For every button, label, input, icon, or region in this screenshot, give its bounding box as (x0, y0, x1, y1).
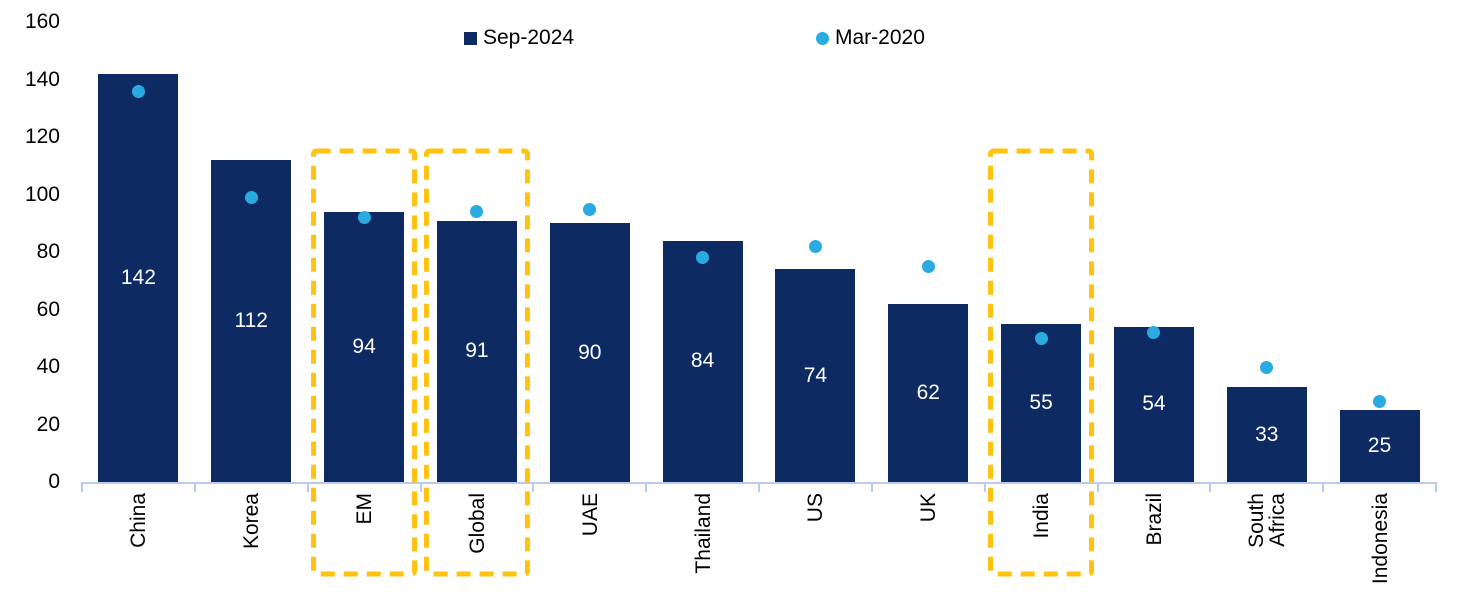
x-axis-category-text: Korea (239, 493, 263, 550)
x-axis-category-text: Brazil (1142, 493, 1166, 546)
x-axis-tick (1209, 482, 1212, 492)
x-axis-category-label: South Africa (1244, 493, 1289, 610)
x-axis-category-label: China (118, 493, 158, 610)
x-axis-category-text: UAE (578, 493, 602, 537)
y-axis-tick-label: 80 (36, 240, 60, 264)
legend-label-mar-2020: Mar-2020 (835, 26, 925, 49)
x-axis-tick (532, 482, 535, 492)
bar-uk (888, 303, 969, 482)
bar-china (98, 74, 179, 482)
x-axis-category-label: EM (344, 493, 384, 610)
bar-value-label: 74 (803, 363, 828, 387)
mar-2020-dot (921, 260, 935, 274)
bar-value-label: 33 (1255, 422, 1279, 446)
x-axis-tick (419, 482, 422, 492)
bar-uae (549, 223, 630, 482)
bar-us (775, 269, 856, 482)
sep-2024-square-icon (464, 31, 477, 45)
bar-indonesia (1339, 410, 1420, 482)
bar-value-label: 142 (120, 266, 156, 289)
bar-value-label: 84 (690, 349, 715, 373)
mar-2020-dot (1373, 395, 1387, 409)
x-axis-category-text: India (1029, 493, 1053, 539)
bar-value-label: 94 (352, 334, 376, 358)
bar-value-label: 112 (234, 309, 268, 333)
y-axis-tick-label: 40 (36, 355, 60, 379)
bar-value-label: 54 (1142, 392, 1166, 416)
bar-value-label: 25 (1367, 434, 1392, 458)
y-axis-tick-label: 100 (24, 182, 60, 206)
x-axis-category-label: Thailand (683, 493, 723, 610)
x-axis-tick (758, 482, 760, 492)
x-axis-category-text: Thailand (691, 493, 715, 574)
x-axis-category-label: Brazil (1134, 493, 1174, 610)
bar-value-label: 90 (578, 340, 602, 364)
bar-thailand (662, 240, 743, 482)
mar-2020-dot (808, 239, 822, 253)
y-axis-tick-label: 140 (24, 67, 60, 91)
bar-value-label: 55 (1029, 390, 1053, 414)
mar-2020-dot (357, 211, 371, 225)
x-axis-category-label: UK (908, 493, 948, 610)
legend-item-sep-2024: Sep-2024 (464, 26, 574, 50)
y-axis-tick-label: 160 (24, 10, 60, 34)
mar-2020-circle-icon (816, 31, 829, 45)
legend-label-sep-2024: Sep-2024 (483, 26, 575, 49)
x-axis-category-label: Global (457, 493, 497, 610)
mar-2020-dot (583, 202, 597, 216)
bar-brazil (1113, 326, 1194, 482)
x-axis-tick (870, 482, 873, 492)
x-axis-tick (1322, 482, 1325, 492)
x-axis-category-text: EM (352, 493, 376, 525)
bar-value-label: 62 (916, 380, 940, 404)
x-axis-category-text: Global (465, 493, 489, 554)
legend-item-mar-2020: Mar-2020 (816, 26, 925, 50)
x-axis-category-label: India (1021, 493, 1061, 610)
mar-2020-dot (696, 251, 710, 265)
x-axis-tick (193, 482, 196, 492)
mar-2020-dot (131, 84, 145, 98)
x-axis-category-label: US (795, 493, 835, 610)
x-axis-category-label: Indonesia (1360, 493, 1400, 610)
x-axis-category-text: US (803, 493, 827, 523)
mar-2020-dot (1260, 360, 1274, 374)
x-axis-category-text: China (126, 493, 150, 548)
mar-2020-dot (470, 205, 484, 219)
bar-korea (211, 160, 292, 482)
x-axis-tick (983, 482, 986, 492)
x-axis-tick (1096, 482, 1099, 492)
mar-2020-dot (1034, 331, 1048, 345)
x-axis-category-text: UK (916, 493, 940, 523)
x-axis-tick (306, 482, 309, 492)
bar-value-label: 91 (465, 339, 489, 363)
y-axis-tick-label: 60 (36, 297, 60, 321)
x-axis-category-text: Indonesia (1368, 493, 1392, 585)
y-axis-tick-label: 20 (36, 412, 60, 436)
y-axis-tick-label: 120 (24, 125, 60, 149)
x-axis-category-label: UAE (570, 493, 610, 610)
x-axis-category-text: South Africa (1244, 493, 1289, 548)
x-axis-tick (81, 482, 83, 492)
mar-2020-dot (1147, 326, 1161, 340)
x-axis-category-label: Korea (231, 493, 271, 610)
x-axis-tick (645, 482, 648, 492)
bar-south-africa (1226, 387, 1307, 482)
y-axis-tick-label: 0 (48, 470, 60, 493)
mar-2020-dot (244, 191, 258, 205)
x-axis-tick (1435, 482, 1437, 492)
